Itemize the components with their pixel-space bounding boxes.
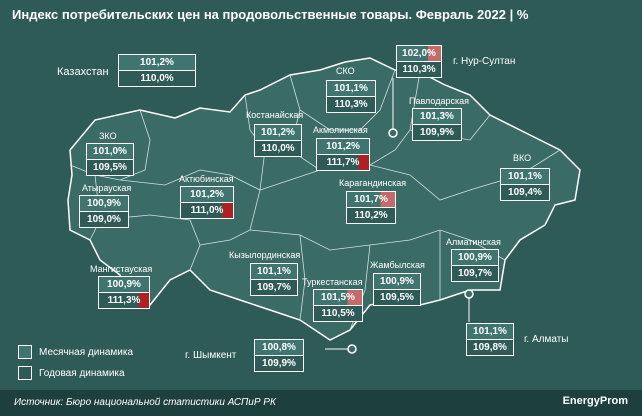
monthly-value: 101,2% [119,55,195,71]
shymkent-marker [347,344,357,354]
annual-value: 110,0% [140,73,174,84]
monthly-value: 101,2% [255,125,301,141]
annual-value: 109,0% [87,214,121,225]
monthly-value: 102,0% [397,46,441,62]
region-box-almaty-region: 100,9% 109,7% [451,249,499,282]
monthly-value: 100,8% [255,340,303,356]
annual-value: 109,7% [257,282,291,293]
region-label-almaty-region: Алматинская [446,237,501,247]
annual-value: 111,0% [181,203,233,218]
monthly-value: 101,3% [413,109,461,125]
legend-swatch-monthly [18,345,32,359]
almaty-marker [464,289,474,299]
region-label-sko: СКО [336,66,355,76]
annual-value: 111,3% [99,293,149,308]
region-box-zhambyl: 100,9% 109,5% [373,273,421,306]
annual-value: 109,7% [458,268,492,279]
region-label-vko: ВКО [513,153,532,163]
region-label-pavlodar: Павлодарская [409,96,469,106]
region-label-akmola: Акмолинская [313,125,368,135]
footer-bar [0,390,642,416]
monthly-value: 101,1% [251,264,297,280]
monthly-value: 101,5% [314,290,362,306]
leader-lines [325,78,470,350]
nur-sultan-marker [388,128,398,138]
kazakhstan-box: 101,2% 110,0% [118,54,196,87]
region-label-karaganda: Карагандинская [339,178,407,188]
annual-value: 110,3% [402,64,436,75]
region-box-turkestan: 101,5% 110,5% [313,289,363,322]
annual-value: 111,7% [317,155,369,170]
kazakhstan-label: Казахстан [57,66,109,78]
region-label-mangystau: Мангистауская [90,264,153,274]
monthly-value: 101,2% [181,187,233,203]
monthly-value: 101,0% [87,144,133,160]
legend-monthly: Месячная динамика [18,345,133,359]
monthly-value: 101,2% [317,139,369,155]
annual-value: 109,9% [262,358,296,369]
energyprom-logo: EnergyProm [562,395,628,407]
region-box-karaganda: 101,7% 110,2% [346,191,396,224]
legend-label-monthly: Месячная динамика [39,346,134,358]
region-box-almaty-city: 101,1% 109,8% [466,323,514,356]
city-label-nur-sultan: г. Нур-Султан [453,56,516,67]
region-box-aktobe: 101,2% 111,0% [180,186,234,219]
region-box-atyrau: 100,9% 109,0% [79,195,129,228]
region-box-nur-sultan: 102,0% 110,3% [396,45,442,78]
annual-value: 110,5% [321,308,355,319]
city-label-almaty: г. Алматы [524,334,569,345]
annual-value: 109,8% [473,342,507,353]
annual-value: 110,0% [261,143,295,154]
region-label-atyrau: Атырауская [82,183,132,193]
region-label-turkestan: Туркестанская [302,277,363,287]
monthly-value: 101,1% [327,81,375,97]
legend-annual: Годовая динамика [18,366,125,380]
monthly-value: 100,9% [80,196,128,212]
region-box-zko: 101,0% 109,5% [86,143,134,176]
annual-value: 109,5% [93,162,127,173]
legend-label-annual: Годовая динамика [39,367,125,379]
monthly-value: 100,9% [374,274,420,290]
monthly-value: 101,7% [347,192,395,208]
monthly-value: 100,9% [452,250,498,266]
region-label-kostanay: Костанайская [246,110,304,120]
annual-value: 110,3% [334,99,368,110]
region-box-sko: 101,1% 110,3% [326,80,376,113]
region-box-shymkent: 100,8% 109,9% [254,339,304,372]
monthly-value: 101,1% [467,324,513,340]
region-label-zko: ЗКО [99,131,117,141]
monthly-value: 100,9% [99,277,149,293]
title-text: Индекс потребительских цен на продовольс… [12,7,506,22]
region-box-mangystau: 100,9% 111,3% [98,276,150,309]
annual-value: 109,5% [380,292,414,303]
region-label-zhambyl: Жамбылская [370,260,425,270]
region-box-vko: 101,1% 109,4% [500,168,550,201]
source-note: Источник: Бюро национальной статистики А… [14,397,276,408]
title-unit: % [516,7,529,22]
region-label-aktobe: Актюбинская [179,174,234,184]
city-label-shymkent: г. Шымкент [185,350,237,361]
region-box-kostanay: 101,2% 110,0% [254,124,302,157]
page-title: Индекс потребительских цен на продовольс… [12,7,529,22]
monthly-value: 101,1% [501,169,549,185]
annual-value: 109,4% [508,187,542,198]
region-box-akmola: 101,2% 111,7% [316,138,370,171]
region-box-kyzylorda: 101,1% 109,7% [250,263,298,296]
annual-value: 109,9% [420,127,454,138]
legend-swatch-annual [18,366,32,380]
annual-value: 110,2% [354,210,388,221]
region-label-kyzylorda: Кызылординская [229,250,301,260]
region-box-pavlodar: 101,3% 109,9% [412,108,462,141]
